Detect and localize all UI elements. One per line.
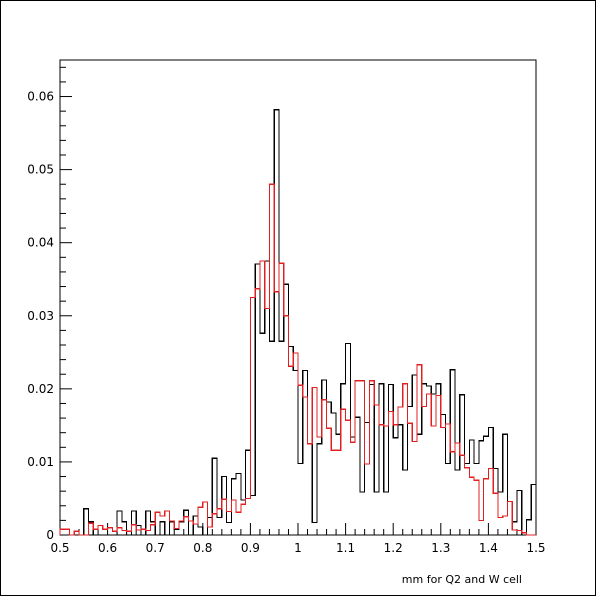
- x-tick-label: 0.7: [146, 541, 165, 555]
- histogram-series-2: [59, 183, 536, 536]
- x-tick-label: 0.6: [98, 541, 117, 555]
- x-axis-label: mm for Q2 and W cell: [402, 573, 522, 586]
- x-tick-label: 0.9: [241, 541, 260, 555]
- y-tick-label: 0.03: [27, 309, 54, 323]
- x-tick-label: 1.4: [479, 541, 498, 555]
- x-tick-label: 1.2: [384, 541, 403, 555]
- x-tick-label: 1.1: [336, 541, 355, 555]
- histogram-series-1: [60, 109, 537, 536]
- x-tick-label: 0.5: [50, 541, 69, 555]
- y-tick-label: 0.05: [27, 163, 54, 177]
- x-tick-label: 0.8: [193, 541, 212, 555]
- y-tick-label: 0.02: [27, 382, 54, 396]
- y-tick-label: 0.04: [27, 236, 54, 250]
- y-tick-label: 0.06: [27, 90, 54, 104]
- y-axis-ticks: 0 0.01 0.02 0.03 0.04 0.05 0.06: [27, 66, 72, 542]
- y-tick-label: 0.01: [27, 455, 54, 469]
- x-axis-ticks: 0.5 0.6 0.7 0.8 0.9 1 1.1 1.2 1.3 1.4 1.5: [50, 523, 546, 555]
- y-tick-label: 0: [46, 528, 54, 542]
- x-tick-label: 1.5: [526, 541, 545, 555]
- x-tick-label: 1: [294, 541, 302, 555]
- series-layer: [59, 109, 537, 536]
- x-tick-label: 1.3: [431, 541, 450, 555]
